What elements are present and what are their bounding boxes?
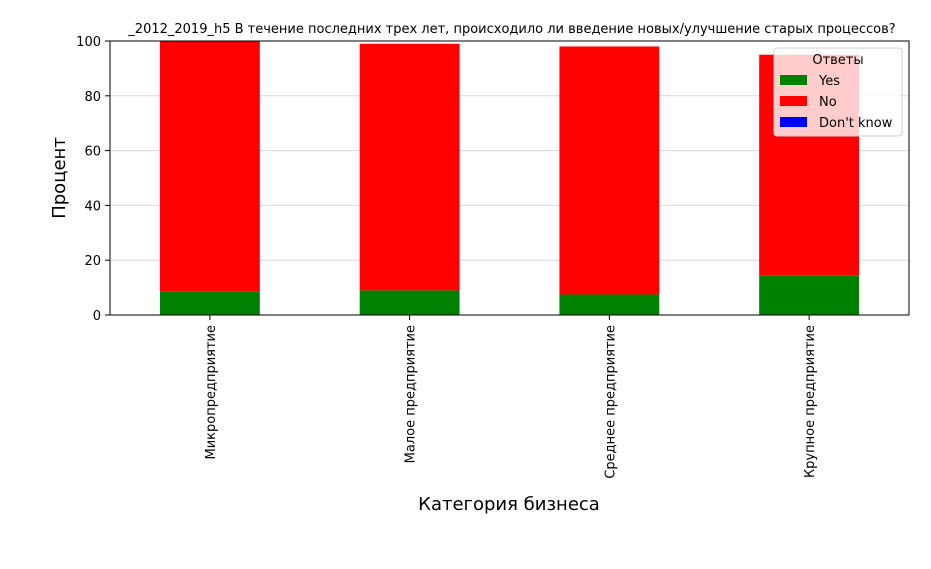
bar-yes xyxy=(559,294,660,315)
x-tick-label: Малое предприятие xyxy=(404,325,419,463)
legend-label: Don't know xyxy=(819,116,893,131)
y-tick-label: 100 xyxy=(76,35,101,50)
bars xyxy=(159,41,860,315)
x-tick-label: Микропредприятие xyxy=(204,325,219,460)
legend-swatch xyxy=(780,117,807,127)
bar-yes xyxy=(159,291,260,315)
y-tick-label: 80 xyxy=(84,90,101,105)
x-axis-title: Категория бизнеса xyxy=(418,494,600,515)
legend-label: No xyxy=(819,95,837,110)
legend-title: Ответы xyxy=(812,53,863,68)
legend-swatch xyxy=(780,96,807,106)
bar-no xyxy=(359,43,460,291)
y-tick-label: 60 xyxy=(84,145,101,160)
chart-title: _2012_2019_h5 В течение последних трех л… xyxy=(127,22,895,37)
legend-swatch xyxy=(780,75,807,85)
bar-no xyxy=(559,46,660,295)
legend-box xyxy=(773,47,903,137)
y-tick-label: 40 xyxy=(84,199,101,214)
plot-frame xyxy=(109,40,910,316)
legend: Ответы Yes No Don't know xyxy=(773,47,903,137)
x-tick-label: Крупное предприятие xyxy=(803,325,818,478)
y-tick-label: 20 xyxy=(84,254,101,269)
x-tick-label: Среднее предприятие xyxy=(603,325,618,479)
y-axis-title: Процент xyxy=(49,137,70,219)
y-axis: 0 20 40 60 80 100 xyxy=(76,35,110,324)
bar-no xyxy=(159,41,260,292)
legend-label: Yes xyxy=(818,74,840,89)
bar-yes xyxy=(359,290,460,315)
legend-items: Yes No Don't know xyxy=(780,74,893,131)
x-axis: Микропредприятие Малое предприятие Среднее… xyxy=(204,315,818,479)
bar-yes xyxy=(759,275,860,315)
y-tick-label: 0 xyxy=(93,309,101,324)
